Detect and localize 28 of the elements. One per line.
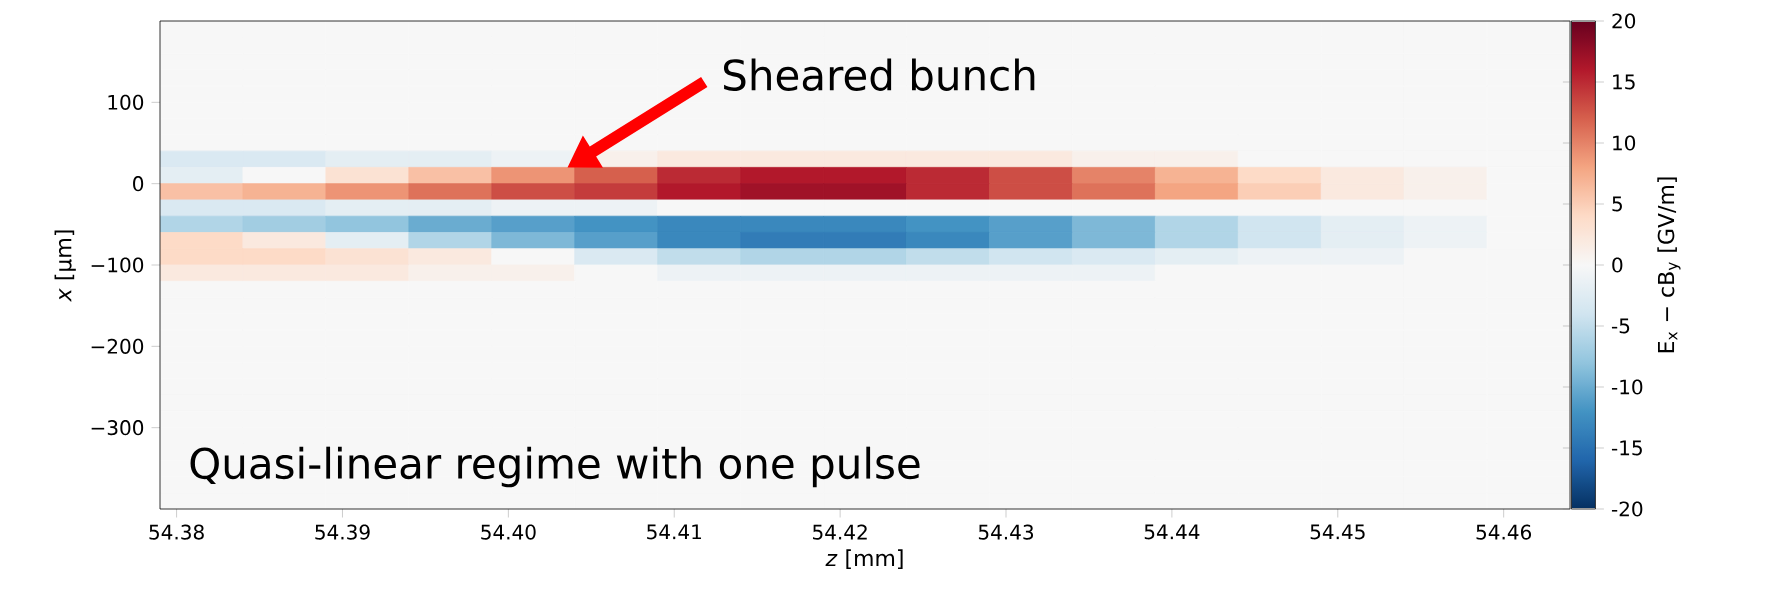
- y-tick-label: −300: [91, 420, 144, 436]
- x-tick-label: 54.40: [481, 524, 536, 540]
- x-tick-label: 54.39: [315, 524, 370, 540]
- color-bar-label: -15: [1611, 440, 1642, 456]
- color-bar-label: 10: [1613, 135, 1636, 151]
- color-bar-label: -20: [1611, 501, 1643, 517]
- x-axis-title: z [mm]: [825, 549, 903, 569]
- x-tick-label: 54.44: [1144, 524, 1200, 540]
- color-bar-label: -10: [1611, 379, 1643, 395]
- x-tick-label: 54.46: [1476, 524, 1532, 540]
- annotation: Quasi-linear regime with one pulse: [190, 446, 920, 488]
- x-tick-label: 54.42: [813, 524, 867, 540]
- y-tick-label: −100: [91, 257, 144, 273]
- x-tick-label: 54.41: [647, 524, 702, 540]
- y-tick-label: 100: [108, 94, 144, 110]
- x-tick-label: 54.38: [149, 524, 204, 540]
- y-tick-label: 0: [133, 176, 144, 192]
- annotation: Sheared bunch: [723, 58, 1035, 91]
- x-tick-label: 54.43: [978, 524, 1034, 540]
- y-axis-title: x [µm]: [54, 230, 76, 302]
- color-bar-label: 15: [1613, 74, 1635, 90]
- color-bar-label: 0: [1612, 257, 1623, 273]
- x-tick-label: 54.45: [1310, 524, 1365, 540]
- y-tick-label: −200: [91, 338, 144, 354]
- color-bar-title: E$_{x}$ − cB$_{y}$ [GV/m]: [1657, 177, 1681, 353]
- color-bar-label: 20: [1612, 13, 1636, 29]
- color-bar-label: 5: [1612, 196, 1622, 212]
- color-bar-label: -5: [1611, 318, 1630, 334]
